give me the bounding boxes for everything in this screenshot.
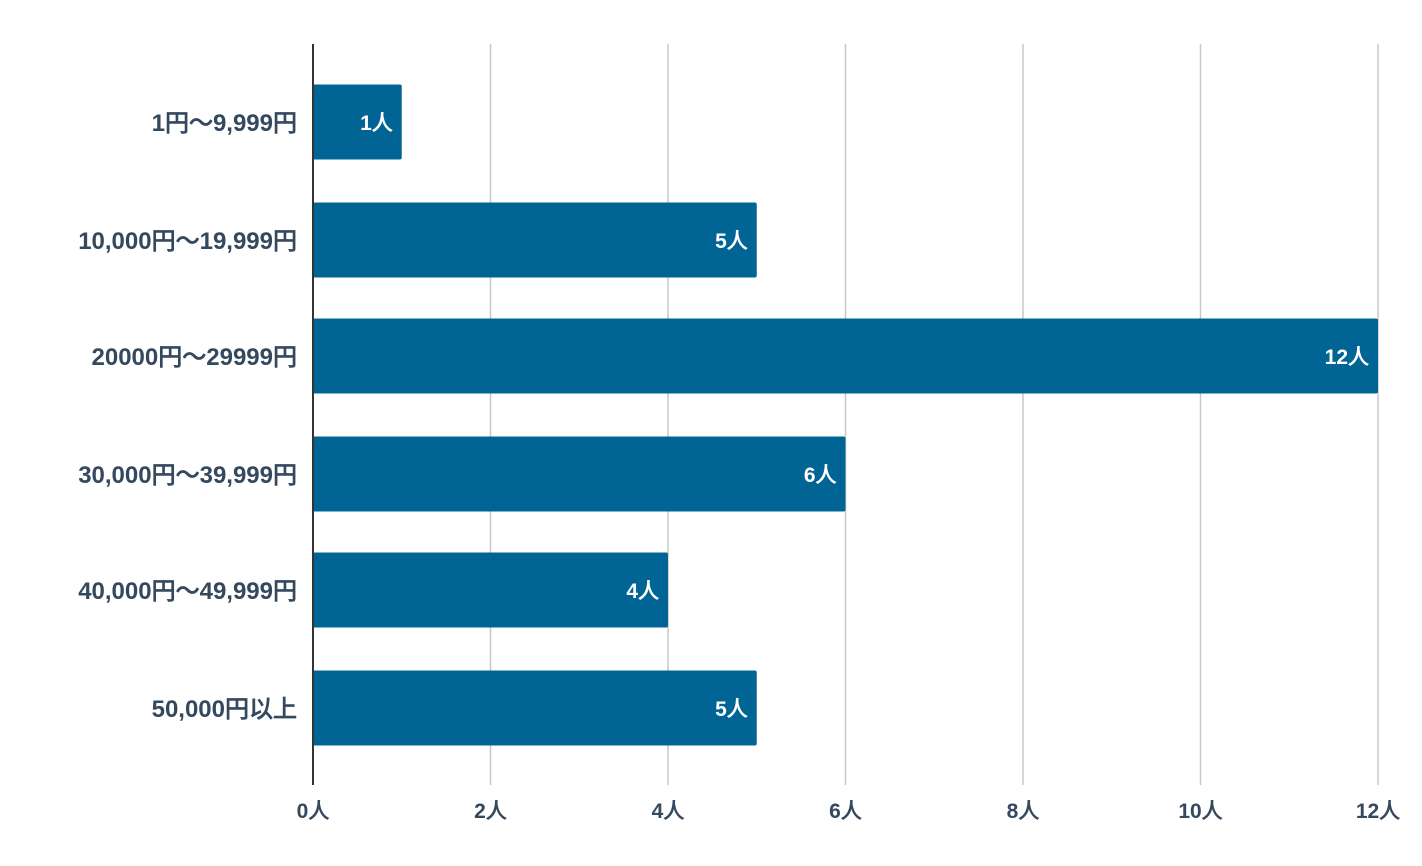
category-label: 10,000円〜19,999円 [78, 228, 297, 255]
bar [313, 202, 757, 278]
x-tick-label: 2人 [474, 800, 507, 823]
x-tick-label: 8人 [1007, 800, 1040, 823]
bar-data-label: 12人 [1325, 346, 1369, 369]
bar-data-label: 5人 [715, 698, 748, 721]
bar-data-label: 5人 [715, 230, 748, 253]
x-tick-label: 0人 [297, 800, 330, 823]
labels: 0人 2人 4人 6人 8人 10人 12人 1人 1円〜9,999円 5人 10,000円〜19,… [78, 110, 1400, 823]
bar [313, 436, 846, 512]
category-label: 1円〜9,999円 [152, 110, 297, 137]
bar [313, 552, 668, 628]
x-tick-label: 4人 [652, 800, 685, 823]
x-tick-label: 6人 [829, 800, 862, 823]
grid-lines [489, 44, 1379, 785]
x-tick-label: 12人 [1356, 800, 1400, 823]
category-label: 40,000円〜49,999円 [78, 578, 297, 605]
category-label: 50,000円以上 [152, 696, 297, 723]
bar-data-label: 6人 [804, 464, 837, 487]
bar [313, 84, 402, 160]
category-label: 30,000円〜39,999円 [78, 462, 297, 489]
x-tick-label: 10人 [1178, 800, 1222, 823]
bars [313, 84, 1378, 746]
bar-data-label: 4人 [626, 580, 659, 603]
bar [313, 670, 757, 746]
bar [313, 318, 1378, 394]
category-label: 20000円〜29999円 [92, 344, 297, 371]
bar-data-label: 1人 [360, 112, 393, 135]
